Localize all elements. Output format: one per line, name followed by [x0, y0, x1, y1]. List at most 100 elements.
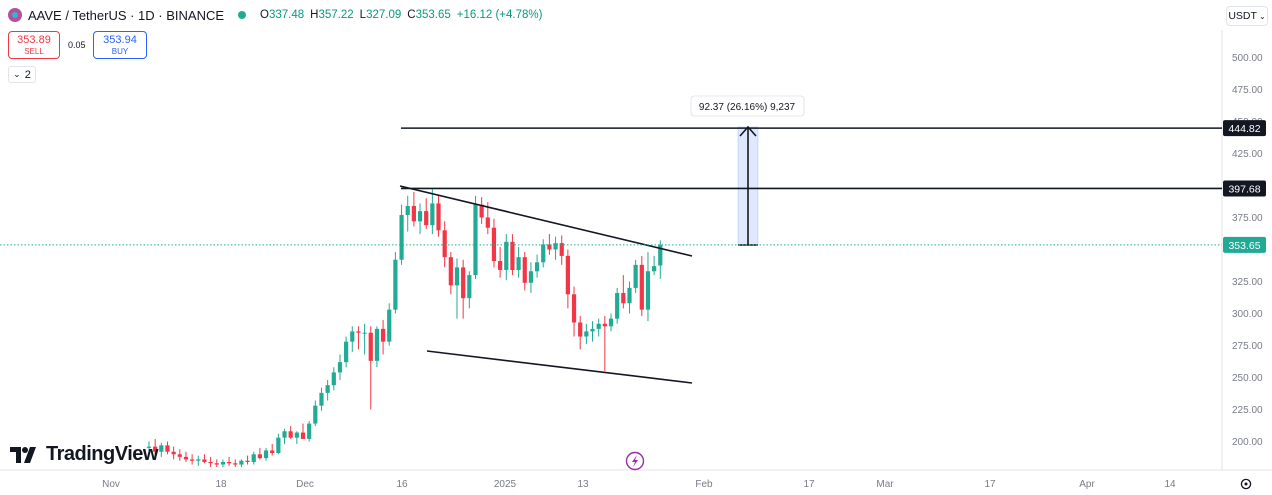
- lightning-event-icon[interactable]: [625, 451, 645, 471]
- candle: [454, 258, 460, 319]
- candle: [615, 287, 620, 324]
- candle: [294, 431, 299, 445]
- high-value: 357.22: [318, 9, 354, 21]
- price-tick-label: 300.00: [1232, 309, 1263, 320]
- candle: [479, 197, 484, 224]
- horizontal-price-lines[interactable]: 444.82 397.68 353.65: [0, 120, 1266, 253]
- market-status-dot-icon: [238, 11, 247, 19]
- candle: [498, 246, 503, 278]
- time-tick-label: Dec: [296, 479, 314, 490]
- candle: [350, 326, 355, 352]
- candle: [245, 455, 250, 465]
- price-tick-label: 250.00: [1232, 373, 1263, 384]
- candle: [522, 252, 527, 291]
- candle: [430, 188, 435, 235]
- candle: [504, 234, 509, 281]
- price-tick-label: 225.00: [1232, 405, 1263, 416]
- candle: [547, 234, 552, 255]
- buy-button[interactable]: 353.94 BUY: [93, 31, 147, 59]
- candle: [325, 380, 330, 401]
- candle: [584, 323, 589, 345]
- candle: [257, 447, 262, 460]
- symbol-header[interactable]: AAVE / TetherUS · 1D · BINANCE O337.48 H…: [8, 6, 542, 24]
- drawings[interactable]: 92.37 (26.16%) 9,237: [399, 95, 805, 384]
- candle: [300, 423, 306, 439]
- tradingview-logo[interactable]: TradingView: [10, 443, 158, 466]
- candle: [652, 255, 657, 276]
- measure-arrow-head: [739, 125, 757, 137]
- candles: [146, 188, 663, 468]
- aave-coin-icon: [8, 8, 22, 22]
- time-tick-label: 13: [577, 479, 589, 490]
- time-tick-label: Apr: [1079, 479, 1095, 490]
- candle: [153, 438, 158, 455]
- candle: [344, 336, 349, 368]
- candle: [448, 252, 453, 295]
- candle: [510, 234, 515, 276]
- candle: [633, 259, 638, 294]
- candle: [571, 286, 577, 337]
- open-value: 337.48: [268, 9, 305, 21]
- chevron-down-icon: ⌄: [1258, 11, 1266, 21]
- change-value: +16.12 (+4.78%): [456, 9, 543, 21]
- candle: [565, 249, 570, 309]
- candle: [159, 442, 164, 457]
- candle: [356, 326, 361, 350]
- candle: [399, 204, 404, 265]
- settings-gear-icon[interactable]: [1240, 478, 1252, 490]
- candle: [282, 428, 287, 445]
- candle: [331, 367, 336, 391]
- tradingview-logo-icon: [10, 446, 36, 463]
- close-value: 353.65: [415, 9, 451, 21]
- measure-label-box: 92.37 (26.16%) 9,237: [690, 95, 805, 117]
- time-tick-label: 18: [215, 479, 227, 490]
- candle: [602, 316, 607, 372]
- candle: [220, 459, 226, 468]
- candle: [436, 194, 441, 237]
- candle: [307, 421, 312, 442]
- price-tick-label: 425.00: [1232, 149, 1263, 160]
- sell-button[interactable]: 353.89 SELL: [8, 31, 60, 59]
- candle: [239, 459, 244, 468]
- time-tick-label: Feb: [695, 479, 713, 490]
- price-line-label: 444.82: [1223, 120, 1266, 137]
- candle: [417, 203, 423, 235]
- low-value: 327.09: [366, 9, 402, 21]
- candle: [288, 426, 293, 439]
- candle: [319, 387, 324, 411]
- sell-price: 353.89: [17, 34, 51, 46]
- upper-wedge-trendline[interactable]: [399, 185, 693, 257]
- svg-text:397.68: 397.68: [1228, 183, 1260, 195]
- candle: [491, 218, 497, 268]
- candle: [541, 239, 546, 268]
- candle: [559, 235, 564, 265]
- spread-value: 0.05: [68, 40, 86, 50]
- candle: [146, 441, 152, 457]
- candle: [374, 326, 380, 368]
- candle: [645, 252, 651, 322]
- candle: [387, 303, 392, 346]
- price-tick-label: 500.00: [1232, 53, 1263, 64]
- lower-wedge-trendline[interactable]: [426, 350, 693, 384]
- currency-label: USDT: [1228, 10, 1257, 22]
- candle: [380, 319, 386, 355]
- candle: [424, 198, 429, 230]
- symbol-title[interactable]: AAVE / TetherUS · 1D · BINANCE: [28, 7, 225, 23]
- price-tick-label: 375.00: [1232, 213, 1263, 224]
- time-axis[interactable]: Nov 18 Dec 16 2025 13 Feb 17 Mar 17 Apr 14: [102, 479, 1176, 490]
- candle: [473, 195, 478, 279]
- candle: [590, 321, 595, 342]
- candle: [639, 255, 644, 317]
- candle: [233, 459, 238, 468]
- candle: [596, 318, 601, 337]
- indicators-toggle-button[interactable]: ⌄ 2: [8, 66, 36, 83]
- svg-text:444.82: 444.82: [1228, 123, 1260, 135]
- sell-label: SELL: [24, 47, 44, 56]
- candle: [578, 316, 583, 350]
- price-line-label: 397.68: [1223, 180, 1266, 197]
- measure-label: 92.37 (26.16%) 9,237: [699, 102, 796, 113]
- currency-button[interactable]: USDT ⌄: [1226, 6, 1268, 26]
- candle: [393, 252, 398, 314]
